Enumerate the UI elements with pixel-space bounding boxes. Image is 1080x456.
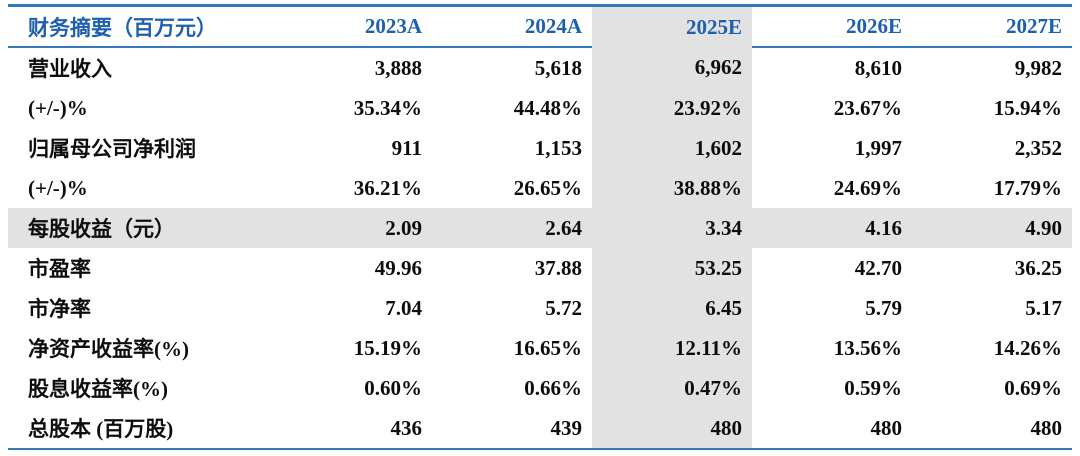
cell-value: 4.90 (912, 208, 1072, 248)
cell-value: 15.94% (993, 95, 1062, 120)
cell-value: 13.56% (833, 335, 902, 360)
cell-value: 26.65% (513, 175, 582, 200)
cell-value: 38.88% (592, 168, 752, 208)
cell-value: 6,962 (592, 47, 752, 88)
row-label: 市净率 (28, 297, 91, 321)
table-row-dividend-yield: 股息收益率(%) 0.60% 0.66% 0.47% 0.59% 0.69% (8, 368, 1072, 408)
cell-value: 49.96 (374, 255, 422, 280)
cell-value: 1,153 (534, 135, 582, 160)
cell-value: 14.26% (993, 335, 1062, 360)
cell-value: 480 (1030, 415, 1063, 440)
row-label: (+/-)% (28, 175, 88, 200)
cell-value: 439 (550, 415, 583, 440)
cell-value: 0.60% (364, 375, 422, 400)
cell-value: 911 (391, 135, 422, 160)
row-label: 净资产收益率(%) (28, 337, 189, 361)
cell-value: 8,610 (854, 55, 902, 80)
cell-value: 44.48% (513, 95, 582, 120)
cell-value: 480 (870, 415, 903, 440)
cell-value: 36.25 (1014, 255, 1062, 280)
cell-value: 480 (592, 408, 752, 449)
cell-value: 0.47% (592, 368, 752, 408)
cell-value: 15.19% (353, 335, 422, 360)
financial-summary-section: 财务摘要（百万元） 2023A 2024A 2025E 2026E 2027E … (8, 4, 1072, 450)
table-row-roe: 净资产收益率(%) 15.19% 16.65% 12.11% 13.56% 14… (8, 328, 1072, 368)
row-label: 股息收益率(%) (28, 377, 168, 401)
cell-value: 24.69% (833, 175, 902, 200)
cell-value: 2.09 (272, 208, 432, 248)
row-label: 市盈率 (28, 257, 91, 281)
table-row-pb-ratio: 市净率 7.04 5.72 6.45 5.79 5.17 (8, 288, 1072, 328)
cell-value: 6.45 (592, 288, 752, 328)
cell-value: 5,618 (534, 55, 582, 80)
table-row-net-profit: 归属母公司净利润 911 1,153 1,602 1,997 2,352 (8, 128, 1072, 168)
cell-value: 0.59% (844, 375, 902, 400)
column-header-2026e: 2026E (752, 5, 912, 48)
cell-value: 5.79 (865, 295, 902, 320)
cell-value: 5.72 (545, 295, 582, 320)
cell-value: 436 (390, 415, 423, 440)
row-label: 每股收益（元） (8, 208, 272, 248)
table-row-revenue: 营业收入 3,888 5,618 6,962 8,610 9,982 (8, 47, 1072, 88)
cell-value: 35.34% (353, 95, 422, 120)
table-row-pe-ratio: 市盈率 49.96 37.88 53.25 42.70 36.25 (8, 248, 1072, 288)
cell-value: 3,888 (374, 55, 422, 80)
row-label: 归属母公司净利润 (28, 137, 196, 161)
cell-value: 53.25 (592, 248, 752, 288)
row-label: 总股本 (百万股) (28, 417, 174, 441)
cell-value: 4.16 (752, 208, 912, 248)
cell-value: 2.64 (432, 208, 592, 248)
table-row-net-profit-growth: (+/-)% 36.21% 26.65% 38.88% 24.69% 17.79… (8, 168, 1072, 208)
cell-value: 17.79% (993, 175, 1062, 200)
column-header-2027e: 2027E (912, 5, 1072, 48)
cell-value: 16.65% (513, 335, 582, 360)
cell-value: 1,997 (854, 135, 902, 160)
cell-value: 3.34 (592, 208, 752, 248)
column-header-2023a: 2023A (272, 5, 432, 48)
cell-value: 37.88 (534, 255, 582, 280)
cell-value: 2,352 (1014, 135, 1062, 160)
row-label: (+/-)% (28, 95, 88, 120)
cell-value: 23.67% (833, 95, 902, 120)
column-header-2024a: 2024A (432, 5, 592, 48)
cell-value: 36.21% (353, 175, 422, 200)
row-label: 营业收入 (28, 57, 112, 81)
table-row-revenue-growth: (+/-)% 35.34% 44.48% 23.92% 23.67% 15.94… (8, 88, 1072, 128)
column-header-title: 财务摘要（百万元） (8, 5, 272, 48)
cell-value: 5.17 (1025, 295, 1062, 320)
cell-value: 1,602 (592, 128, 752, 168)
cell-value: 0.69% (1004, 375, 1062, 400)
cell-value: 42.70 (854, 255, 902, 280)
table-row-eps: 每股收益（元） 2.09 2.64 3.34 4.16 4.90 (8, 208, 1072, 248)
financial-summary-table: 财务摘要（百万元） 2023A 2024A 2025E 2026E 2027E … (8, 4, 1072, 450)
table-row-total-shares: 总股本 (百万股) 436 439 480 480 480 (8, 408, 1072, 449)
cell-value: 23.92% (592, 88, 752, 128)
cell-value: 7.04 (385, 295, 422, 320)
column-header-2025e: 2025E (592, 5, 752, 47)
cell-value: 12.11% (592, 328, 752, 368)
cell-value: 9,982 (1014, 55, 1062, 80)
header-row: 财务摘要（百万元） 2023A 2024A 2025E 2026E 2027E (8, 5, 1072, 48)
cell-value: 0.66% (524, 375, 582, 400)
